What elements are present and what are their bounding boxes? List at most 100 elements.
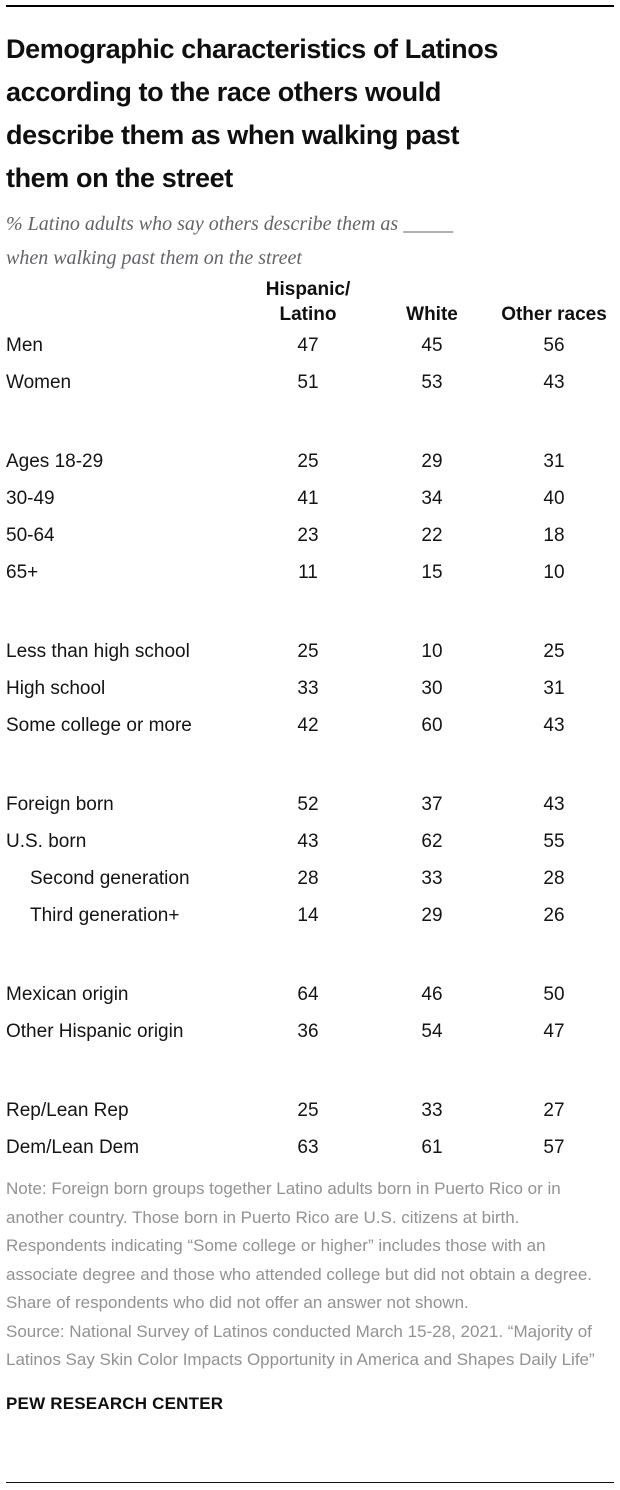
value-other-races: 57: [543, 1136, 565, 1158]
group-spacer: [6, 934, 614, 976]
value-white: 53: [421, 371, 443, 393]
value-other-races: 47: [543, 1020, 565, 1042]
row-label: 50-64: [6, 524, 55, 546]
value-hispanic-latino: 25: [297, 450, 319, 472]
row-label: 65+: [6, 561, 39, 583]
value-white: 37: [421, 793, 443, 815]
row-label: Second generation: [30, 867, 190, 889]
value-white: 46: [421, 983, 443, 1005]
table-row: Rep/Lean Rep 25 33 27: [6, 1092, 614, 1129]
column-header-hispanic-latino: Hispanic/ Latino: [265, 279, 351, 325]
row-label: Other Hispanic origin: [6, 1020, 184, 1042]
value-other-races: 25: [543, 640, 565, 662]
row-label: Foreign born: [6, 793, 114, 815]
pew-research-center-wordmark: PEW RESEARCH CENTER: [6, 1393, 224, 1413]
value-white: 45: [421, 334, 443, 356]
value-other-races: 43: [543, 793, 565, 815]
chart-title: Demographic characteristics of Latinos a…: [6, 34, 498, 193]
source-text: Source: National Survey of Latinos condu…: [6, 1321, 595, 1370]
table-header-row: Hispanic/ Latino White Other races: [6, 277, 614, 327]
value-hispanic-latino: 23: [297, 524, 319, 546]
value-white: 33: [421, 1099, 443, 1121]
value-other-races: 31: [543, 450, 565, 472]
row-label: Less than high school: [6, 640, 190, 662]
value-other-races: 50: [543, 983, 565, 1005]
row-label: 30-49: [6, 487, 55, 509]
row-label: High school: [6, 677, 106, 699]
value-hispanic-latino: 33: [297, 677, 319, 699]
value-white: 60: [421, 714, 443, 736]
value-other-races: 43: [543, 371, 565, 393]
note-text: Note: Foreign born groups together Latin…: [6, 1179, 592, 1312]
table-row: Some college or more 42 60 43: [6, 707, 614, 744]
top-rule: [6, 5, 614, 7]
value-other-races: 55: [543, 830, 565, 852]
table-row: Men 47 45 56: [6, 327, 614, 364]
table-body: Men 47 45 56 Women 51 53 43 Ages 18-29 2…: [6, 327, 614, 1166]
chart-subtitle: % Latino adults who say others describe …: [6, 213, 454, 269]
table-row: High school 33 30 31: [6, 670, 614, 707]
value-white: 15: [421, 561, 443, 583]
row-label: Rep/Lean Rep: [6, 1099, 129, 1121]
table-row: Ages 18-29 25 29 31: [6, 443, 614, 480]
value-hispanic-latino: 47: [297, 334, 319, 356]
group-spacer: [6, 744, 614, 786]
table-row: U.S. born 43 62 55: [6, 823, 614, 860]
value-other-races: 43: [543, 714, 565, 736]
value-hispanic-latino: 25: [297, 640, 319, 662]
value-white: 62: [421, 830, 443, 852]
value-white: 29: [421, 904, 443, 926]
group-spacer: [6, 591, 614, 633]
value-white: 33: [421, 867, 443, 889]
table-row: Second generation 28 33 28: [6, 860, 614, 897]
group-spacer: [6, 1050, 614, 1092]
table-row: 65+ 11 15 10: [6, 554, 614, 591]
row-label: U.S. born: [6, 830, 87, 852]
data-table: Hispanic/ Latino White Other races Men 4…: [6, 277, 614, 1166]
column-header-other-races: Other races: [501, 304, 607, 325]
row-label: Third generation+: [30, 904, 180, 926]
table-row: Foreign born 52 37 43: [6, 786, 614, 823]
row-label: Women: [6, 371, 72, 393]
column-header-white: White: [406, 304, 458, 325]
value-white: 29: [421, 450, 443, 472]
table-row: Dem/Lean Dem 63 61 57: [6, 1129, 614, 1166]
value-hispanic-latino: 25: [297, 1099, 319, 1121]
row-label: Some college or more: [6, 714, 192, 736]
value-other-races: 26: [543, 904, 565, 926]
value-other-races: 31: [543, 677, 565, 699]
group-spacer: [6, 401, 614, 443]
value-hispanic-latino: 36: [297, 1020, 319, 1042]
row-label: Ages 18-29: [6, 450, 104, 472]
table-row: Third generation+ 14 29 26: [6, 897, 614, 934]
value-white: 61: [421, 1136, 443, 1158]
table-row: Less than high school 25 10 25: [6, 633, 614, 670]
value-other-races: 28: [543, 867, 565, 889]
value-white: 54: [421, 1020, 443, 1042]
value-hispanic-latino: 11: [298, 561, 318, 583]
value-other-races: 56: [543, 334, 565, 356]
value-hispanic-latino: 41: [297, 487, 319, 509]
value-other-races: 10: [543, 561, 565, 583]
value-hispanic-latino: 51: [297, 371, 319, 393]
value-hispanic-latino: 64: [297, 983, 319, 1005]
table-row: 50-64 23 22 18: [6, 517, 614, 554]
table-row: Mexican origin 64 46 50: [6, 976, 614, 1013]
value-white: 30: [421, 677, 443, 699]
table-row: Other Hispanic origin 36 54 47: [6, 1013, 614, 1050]
row-label: Men: [6, 334, 43, 356]
value-hispanic-latino: 63: [297, 1136, 319, 1158]
table-row: 30-49 41 34 40: [6, 480, 614, 517]
value-other-races: 27: [543, 1099, 565, 1121]
table-row: Women 51 53 43: [6, 364, 614, 401]
value-hispanic-latino: 28: [297, 867, 319, 889]
value-hispanic-latino: 43: [297, 830, 319, 852]
row-label: Dem/Lean Dem: [6, 1136, 140, 1158]
bottom-rule: [6, 1482, 614, 1483]
value-white: 22: [421, 524, 443, 546]
value-hispanic-latino: 52: [297, 793, 319, 815]
value-white: 34: [421, 487, 443, 509]
value-other-races: 18: [543, 524, 565, 546]
value-other-races: 40: [543, 487, 565, 509]
